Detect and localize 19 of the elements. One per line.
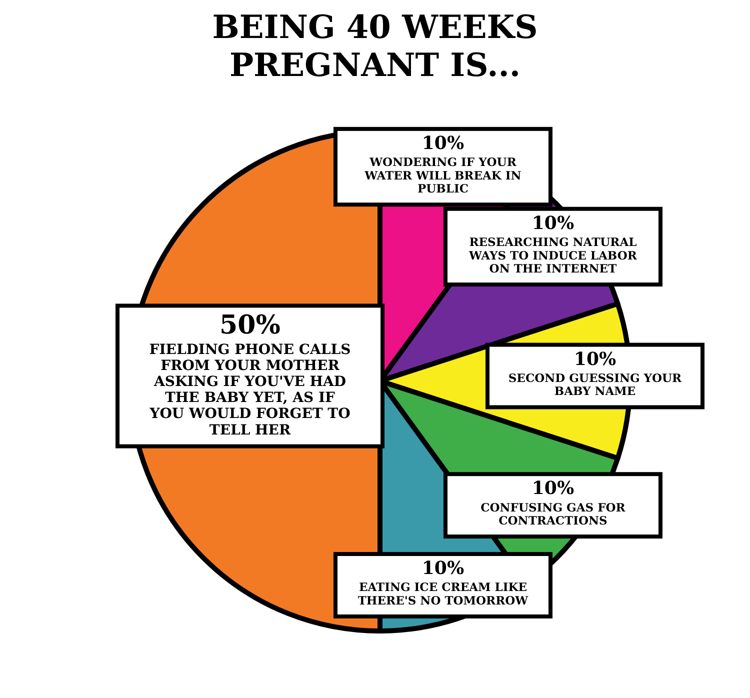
callout-box: 10% EATING ICE CREAM LIKE THERE'S NO TOMORROW (333, 552, 552, 618)
slice-label: CONFUSING GAS FOR CONTRACTIONS (480, 500, 626, 528)
data-label: 10% (422, 558, 464, 580)
callout-box: 10% CONFUSING GAS FOR CONTRACTIONS (443, 472, 662, 539)
callout-box: 50% FIELDING PHONE CALLS FROM YOUR MOTHER ASKING IF YOU'VE HAD THE BABY YET, AS IF YOU WOULD FORGET TO TELL HER (116, 304, 384, 448)
callout-box: 10% WONDERING IF YOUR WATER WILL BREAK IN PUBLIC (333, 126, 552, 207)
slice-label: RESEARCHING NATURAL WAYS TO INDUCE LABOR ON THE INTERNET (468, 235, 638, 276)
data-label: 50% (220, 310, 281, 341)
slice-label: FIELDING PHONE CALLS FROM YOUR MOTHER ASKING IF YOU'VE HAD THE BABY YET, AS IF YOU WOULD FORGET TO TELL HER (148, 342, 351, 438)
callout-box: 10% SECOND GUESSING YOUR BABY NAME (486, 342, 704, 410)
callout-box: 10% RESEARCHING NATURAL WAYS TO INDUCE LABOR ON THE INTERNET (443, 206, 662, 287)
chart-title: BEING 40 WEEKS PREGNANT IS... (211, 8, 539, 84)
data-label: 10% (574, 348, 616, 370)
data-label: 10% (422, 132, 464, 154)
slice-label: WONDERING IF YOUR WATER WILL BREAK IN PUBLIC (364, 155, 522, 196)
data-label: 10% (532, 212, 574, 234)
data-label: 10% (532, 478, 574, 500)
slice-label: SECOND GUESSING YOUR BABY NAME (508, 371, 682, 398)
slice-label: EATING ICE CREAM LIKE THERE'S NO TOMORROW (358, 580, 530, 608)
